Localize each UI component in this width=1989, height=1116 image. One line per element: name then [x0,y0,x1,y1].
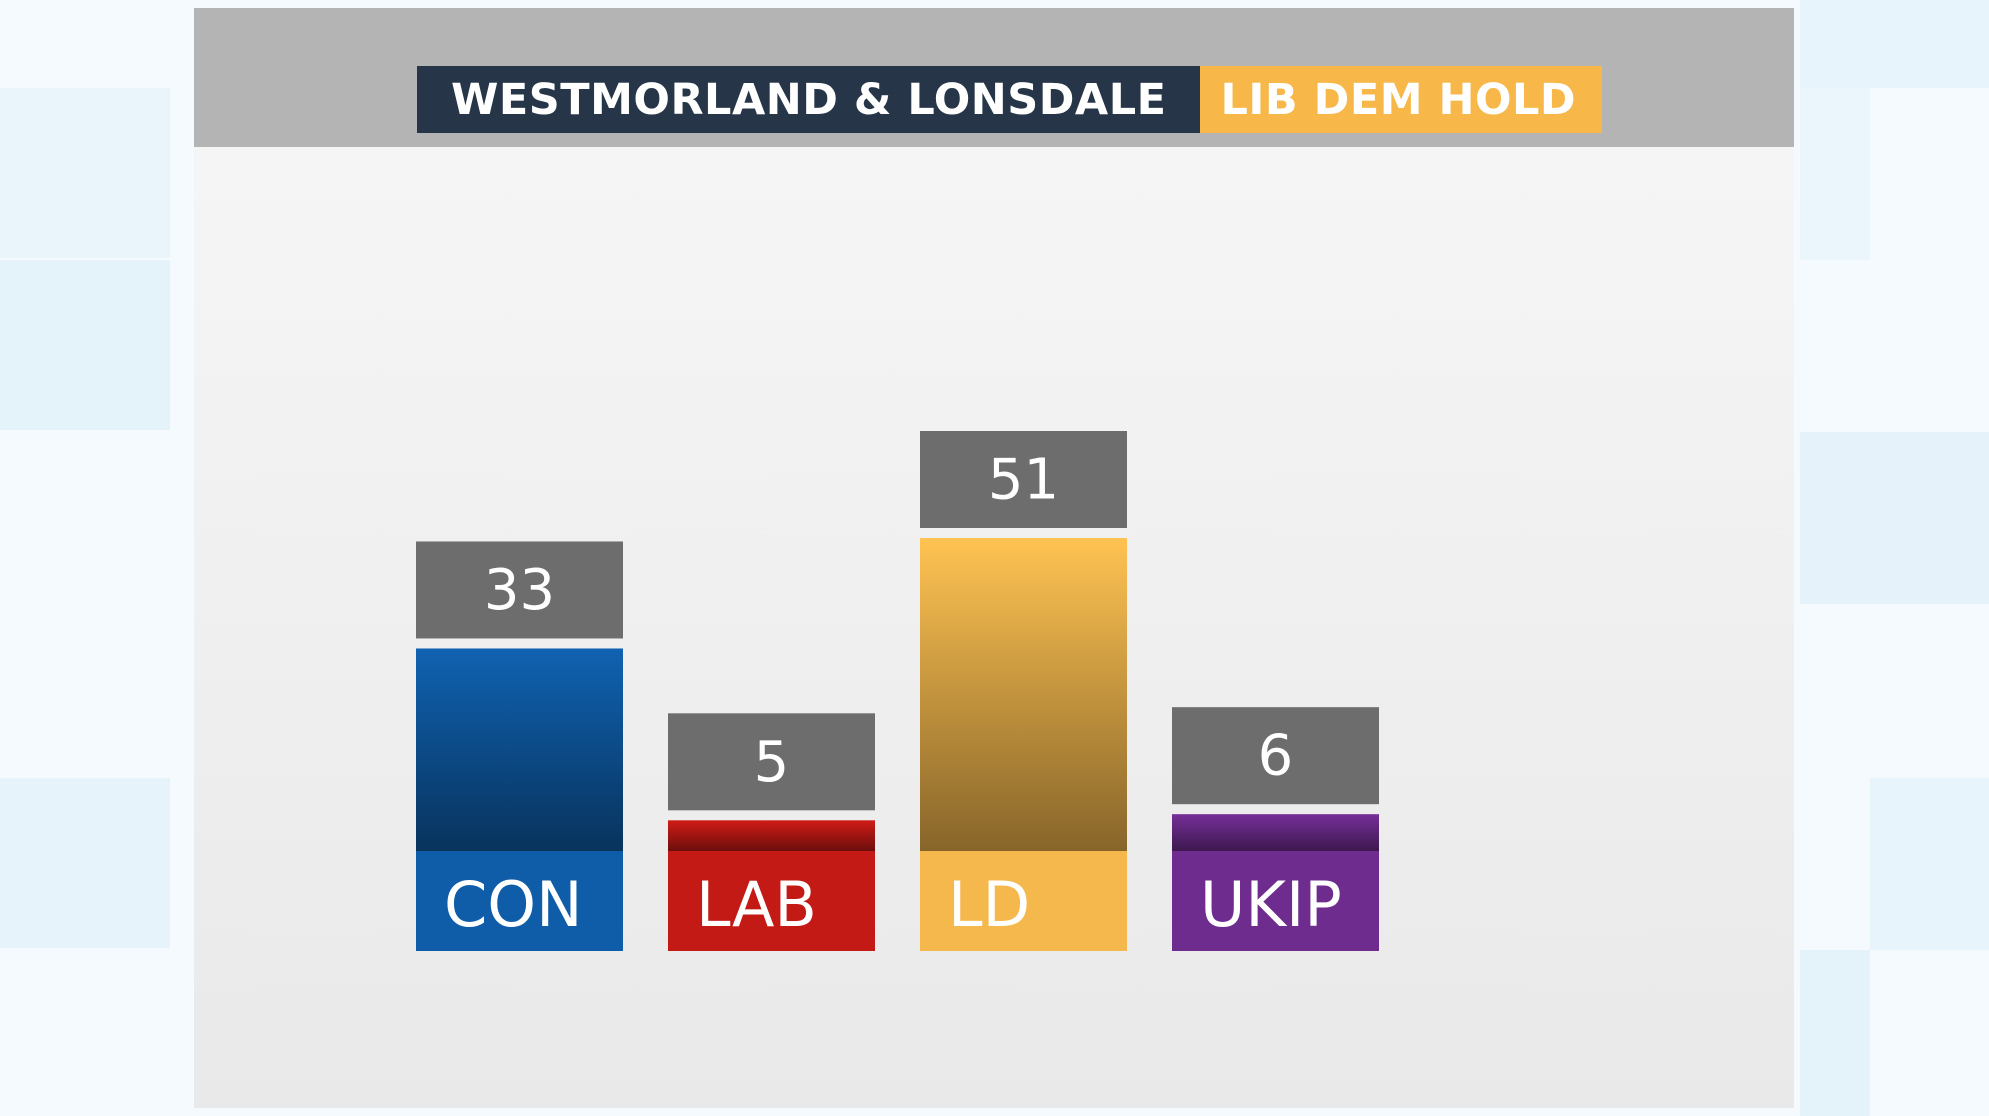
party-block-lab [668,851,875,951]
bars-layer: 33 CON 5 LAB 51 LD 6 UKIP [416,431,1379,951]
party-block-ukip [1172,851,1379,951]
value-label-ukip: 6 [1258,724,1294,789]
bar-ukip [1172,814,1379,851]
bar-chart: 33 CON 5 LAB 51 LD 6 UKIP [416,431,1379,951]
value-label-box-ld [920,431,1127,528]
bar-group-ukip: 6 UKIP [1172,707,1379,951]
bar-group-ld: 51 LD [920,431,1127,951]
bar-lab [668,820,875,851]
value-label-box-ukip [1172,707,1379,805]
result-badge: LIB DEM HOLD [1200,66,1603,133]
constituency-title: WESTMORLAND & LONSDALE [417,66,1201,133]
bar-ld [920,538,1127,851]
bar-group-con: 33 CON [416,541,623,951]
party-label-con: CON [444,868,582,941]
party-block-ld [920,851,1127,951]
value-label-box-lab [668,713,875,811]
party-label-ukip: UKIP [1200,868,1342,941]
bar-group-lab: 5 LAB [668,713,875,951]
title-group: WESTMORLAND & LONSDALE LIB DEM HOLD [417,66,1603,133]
party-label-lab: LAB [696,868,817,941]
results-panel: WESTMORLAND & LONSDALE LIB DEM HOLD 33 CO… [194,8,1794,1108]
value-label-box-con [416,541,623,639]
value-label-lab: 5 [754,730,790,795]
value-label-ld: 51 [988,448,1059,513]
value-label-con: 33 [484,558,555,623]
party-label-ld: LD [948,868,1030,941]
party-block-con [416,851,623,951]
bar-con [416,648,623,851]
